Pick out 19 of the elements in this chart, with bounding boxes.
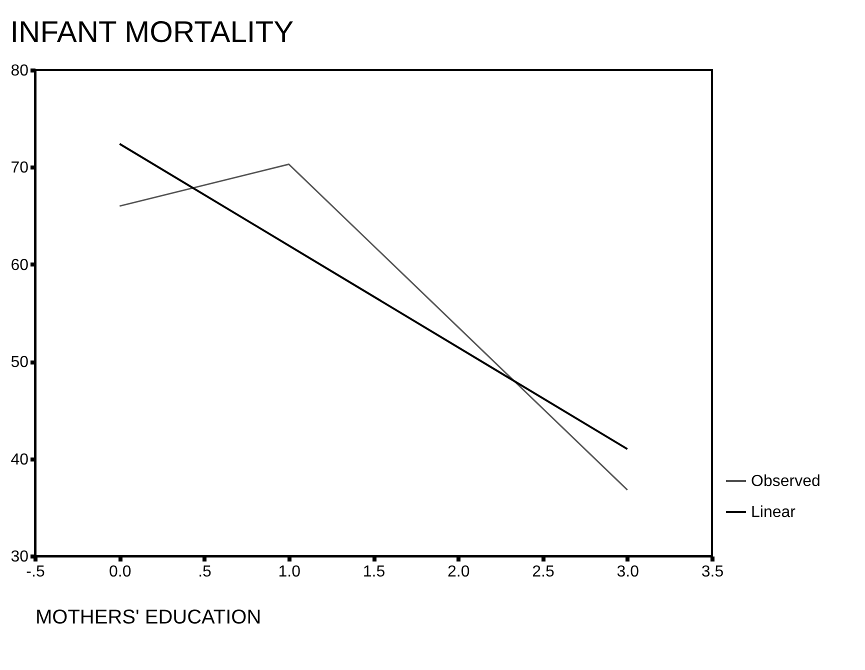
x-tick-label: 1.0 (278, 564, 301, 580)
x-tick-label: 2.0 (448, 564, 470, 580)
y-tick-label: 40 (10, 451, 29, 468)
x-tick-label: -.5 (26, 564, 45, 580)
y-tick-label: 30 (10, 548, 29, 566)
x-tick-label: .5 (198, 564, 212, 580)
x-tick-label: 3.0 (616, 564, 640, 580)
y-tick-label: 50 (10, 354, 29, 372)
y-tick-label: 60 (10, 256, 29, 274)
chart-title: INFANT MORTALITY (10, 16, 294, 49)
x-axis-title: MOTHERS' EDUCATION (36, 606, 262, 628)
x-tick-label: 3.5 (701, 564, 724, 580)
legend-label: Observed (751, 473, 820, 490)
x-tick-label: 2.5 (532, 564, 554, 580)
y-tick-label: 70 (10, 160, 29, 177)
x-tick-label: 0.0 (109, 564, 132, 580)
y-tick-label: 80 (10, 62, 29, 80)
x-tick-label: 1.5 (362, 564, 386, 580)
legend-label: Linear (751, 504, 796, 521)
